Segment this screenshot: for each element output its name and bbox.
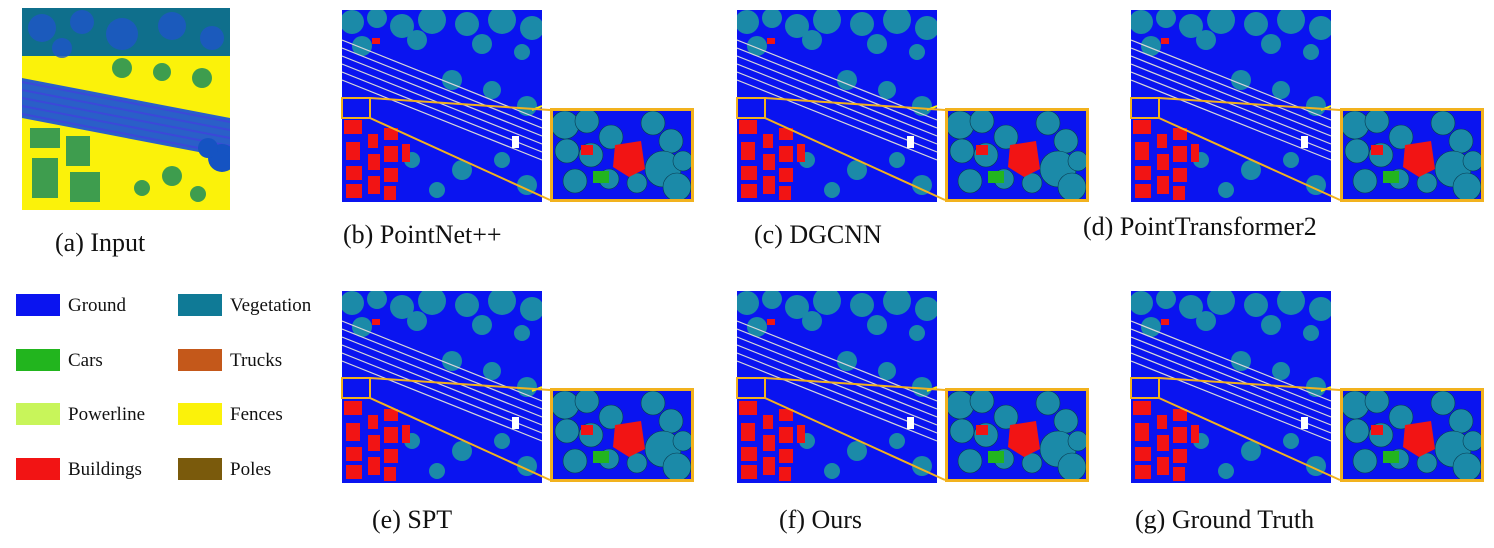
ground-truth-zoom-inset	[1340, 388, 1484, 482]
legend-label: Trucks	[230, 350, 283, 371]
legend-swatch	[178, 403, 222, 425]
caption-ours: (f) Ours	[779, 505, 863, 534]
ground-truth-map	[1131, 291, 1331, 483]
legend-swatch	[16, 294, 60, 316]
legend-label: Ground	[68, 295, 127, 316]
legend-swatch	[178, 349, 222, 371]
caption-dgcnn: (c) DGCNN	[754, 220, 882, 249]
spt-result-map	[342, 291, 542, 483]
pointtransformer2-result-map	[1131, 10, 1331, 202]
legend-label: Buildings	[68, 459, 142, 480]
pointnet-result-map	[342, 10, 542, 202]
input-point-cloud-image	[22, 8, 230, 210]
legend-label: Powerline	[68, 404, 146, 425]
caption-pointtransformer2: (d) PointTransformer2	[1083, 212, 1317, 241]
legend-swatch	[16, 349, 60, 371]
caption-ground-truth: (g) Ground Truth	[1135, 505, 1315, 534]
pointnet-zoom-inset	[550, 108, 694, 202]
ours-zoom-inset	[945, 388, 1089, 482]
pointtransformer2-zoom-inset	[1340, 108, 1484, 202]
dgcnn-result-map	[737, 10, 937, 202]
legend-swatch	[178, 458, 222, 480]
legend-label: Poles	[230, 459, 272, 480]
caption-input: (a) Input	[55, 228, 146, 257]
caption-pointnet: (b) PointNet++	[343, 220, 502, 249]
legend-label: Cars	[68, 350, 103, 371]
legend-swatch	[16, 403, 60, 425]
dgcnn-zoom-inset	[945, 108, 1089, 202]
legend-label: Vegetation	[230, 295, 312, 316]
spt-zoom-inset	[550, 388, 694, 482]
legend-label: Fences	[230, 404, 283, 425]
caption-spt: (e) SPT	[372, 505, 453, 534]
legend-swatch	[178, 294, 222, 316]
ours-result-map	[737, 291, 937, 483]
legend-swatch	[16, 458, 60, 480]
